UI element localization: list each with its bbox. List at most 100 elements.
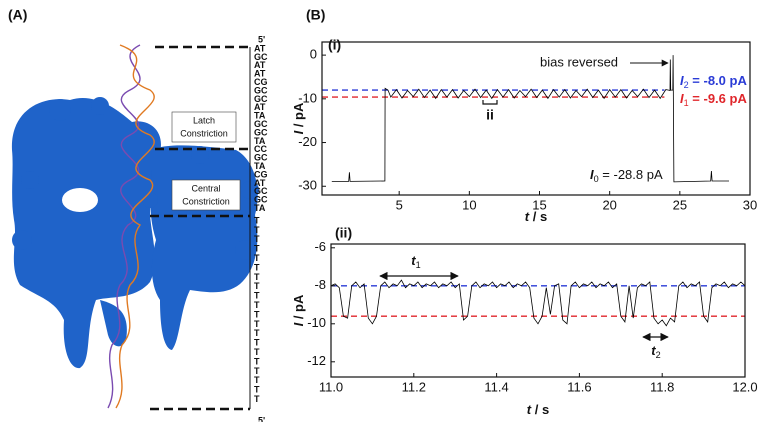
strand-end: 5': [258, 34, 265, 44]
x-tick-label: 11.0: [319, 379, 343, 394]
y-axis-label: I / pA: [291, 294, 306, 326]
x-tick-label: 11.4: [484, 379, 508, 394]
x-tick-label: 20: [602, 197, 616, 212]
label-text: / pA: [291, 294, 306, 323]
sequence-letter: AT: [254, 43, 266, 53]
sequence-letter: GC: [254, 127, 268, 137]
plot-frame: [330, 243, 746, 378]
symbol: t: [527, 402, 532, 417]
box-label: Constriction: [180, 128, 228, 138]
sequence-letter: AT: [254, 69, 266, 79]
symbol: t: [525, 209, 530, 224]
subscript: 2: [656, 350, 661, 360]
sequence-letter: GC: [254, 85, 268, 95]
current-trace: [330, 279, 746, 327]
box-label: Latch: [193, 115, 215, 125]
symbol: t: [651, 343, 656, 358]
box-label: Central: [191, 183, 220, 193]
subscript: 1: [684, 98, 689, 108]
sequence-letter: T: [254, 366, 260, 376]
chart-title: (ii): [335, 225, 352, 241]
sequence-letter: T: [254, 300, 260, 310]
sequence-letter: CC: [254, 144, 267, 154]
y-tick-label: 0: [310, 47, 317, 62]
baseline-label: I0 = -28.8 pA: [590, 167, 663, 184]
sequence-letter: T: [254, 262, 260, 272]
box-label: Constriction: [182, 196, 230, 206]
y-tick-label: -10: [298, 90, 317, 105]
current-trace: [331, 55, 729, 183]
sequence-letter: T: [254, 356, 260, 366]
symbol: I: [680, 73, 684, 88]
sequence-letter: T: [254, 234, 260, 244]
panel-label: (B): [306, 7, 325, 23]
label-text: = -8.0 pA: [689, 73, 748, 88]
annotation: bias reversed: [540, 54, 618, 69]
y-tick-label: -12: [307, 353, 326, 368]
segment-bracket: [482, 100, 498, 105]
symbol: I: [291, 130, 306, 134]
chart-title: (i): [328, 37, 341, 53]
strand-end: 5': [258, 415, 265, 422]
panel-label: (A): [8, 7, 27, 23]
sequence-letter: AT: [254, 102, 266, 112]
sequence-letter: GC: [254, 153, 268, 163]
sequence-letter: TA: [254, 136, 266, 146]
level-label: I2 = -8.0 pA: [680, 73, 747, 90]
label-text: / s: [529, 209, 547, 224]
sequence-letter: GC: [254, 195, 268, 205]
x-tick-label: 11.6: [567, 379, 591, 394]
duration-label: t2: [651, 343, 660, 360]
sequence-letter: T: [254, 291, 260, 301]
sequence-letter: T: [254, 281, 260, 291]
plot-frame: [321, 41, 751, 196]
sequence-letter: AT: [254, 60, 266, 70]
sequence-letter: T: [254, 253, 260, 263]
sequence-letter: T: [254, 319, 260, 329]
segment-label: ii: [486, 107, 494, 123]
dna-helix: [107, 44, 155, 409]
sequence-letter: GC: [254, 119, 268, 129]
x-tick-label: 11.8: [650, 379, 674, 394]
sequence-letter: T: [254, 385, 260, 395]
sequence-letter: CG: [254, 77, 268, 87]
x-tick-label: 10: [462, 197, 476, 212]
sequence-letter: T: [254, 328, 260, 338]
sequence-letter: T: [254, 338, 260, 348]
sequence-letter: T: [254, 244, 260, 254]
x-tick-label: 11.2: [402, 379, 426, 394]
central-box: [171, 179, 241, 211]
x-axis-label: t / s: [527, 402, 549, 417]
y-tick-label: -8: [314, 277, 326, 292]
sequence-letter: CG: [254, 169, 268, 179]
y-tick-label: -10: [307, 315, 326, 330]
label-text: / pA: [291, 102, 306, 131]
x-tick-label: 30: [743, 197, 757, 212]
subscript: 2: [684, 80, 689, 90]
subscript: 0: [594, 174, 599, 184]
x-tick-label: 25: [673, 197, 687, 212]
label-text: / s: [531, 402, 549, 417]
sequence-letter: GC: [254, 94, 268, 104]
symbol: I: [680, 91, 684, 106]
sequence-letter: T: [254, 309, 260, 319]
sequence-letter: T: [254, 347, 260, 357]
sequence-letter: AT: [254, 178, 266, 188]
sequence-letter: T: [254, 215, 260, 225]
sequence-letter: TA: [254, 203, 266, 213]
y-axis-label: I / pA: [291, 102, 306, 134]
sequence-letter: TA: [254, 111, 266, 121]
sequence-letter: T: [254, 394, 260, 404]
latch-box: [171, 111, 237, 143]
pore-cavity: [62, 188, 98, 212]
symbol: I: [291, 322, 306, 326]
label-text: = -9.6 pA: [689, 91, 748, 106]
duration-label: t1: [411, 253, 420, 270]
sequence-letter: T: [254, 225, 260, 235]
sequence-letter: T: [254, 272, 260, 282]
sequence-letter: GC: [254, 186, 268, 196]
label-text: = -28.8 pA: [599, 167, 663, 182]
x-tick-label: 15: [532, 197, 546, 212]
sequence-letter: T: [254, 375, 260, 385]
